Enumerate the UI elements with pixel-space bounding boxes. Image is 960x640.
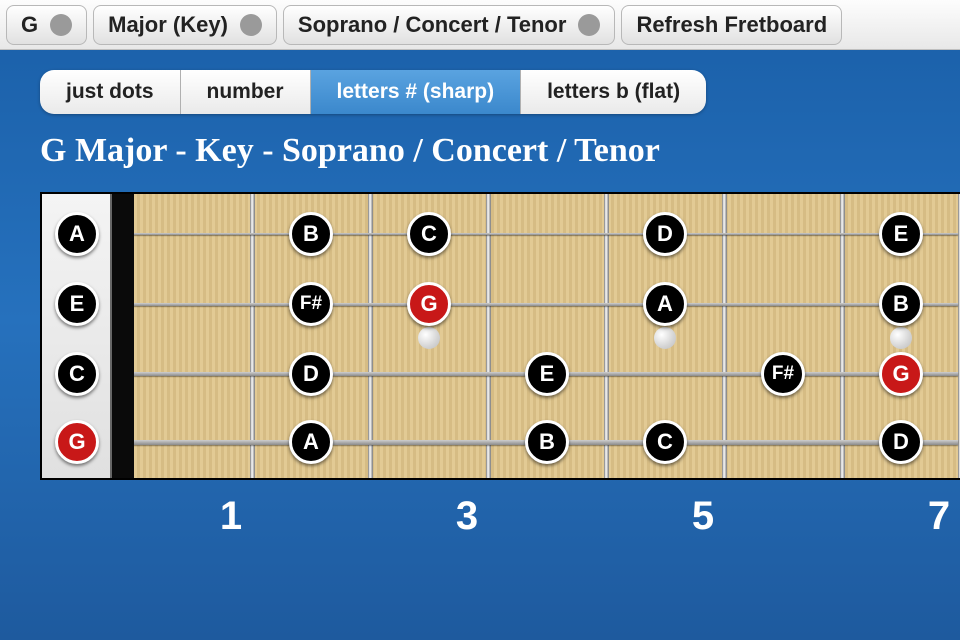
dropdown-indicator-icon (578, 14, 600, 36)
fretboard-note[interactable]: A (289, 420, 333, 464)
string (42, 233, 958, 235)
seg-flat[interactable]: letters b (flat) (521, 70, 706, 114)
open-string-note[interactable]: C (55, 352, 99, 396)
fret-number (762, 480, 880, 539)
fretboard-note[interactable]: D (289, 352, 333, 396)
fret-number: 5 (644, 480, 762, 539)
root-note-label: G (21, 12, 38, 38)
fret-line (368, 194, 373, 478)
fret-number: 3 (408, 480, 526, 539)
fretboard-note[interactable]: B (879, 282, 923, 326)
display-mode-segmented: just dots number letters # (sharp) lette… (40, 70, 706, 114)
fretboard-note[interactable]: E (879, 212, 923, 256)
seg-dots[interactable]: just dots (40, 70, 181, 114)
fretboard-note[interactable]: F# (761, 352, 805, 396)
seg-sharp[interactable]: letters # (sharp) (311, 70, 522, 114)
top-toolbar: G Major (Key) Soprano / Concert / Tenor … (0, 0, 960, 50)
page-title: G Major - Key - Soprano / Concert / Teno… (0, 114, 960, 170)
tuning-label: Soprano / Concert / Tenor (298, 12, 567, 38)
string (42, 440, 958, 445)
fret-number: 7 (880, 480, 960, 539)
string (42, 372, 958, 376)
nut (112, 194, 134, 478)
dropdown-indicator-icon (240, 14, 262, 36)
fret-inlay (890, 327, 912, 349)
root-note-selector[interactable]: G (6, 5, 87, 45)
fret-number (290, 480, 408, 539)
scale-selector[interactable]: Major (Key) (93, 5, 277, 45)
fretboard-note[interactable]: G (879, 352, 923, 396)
refresh-label: Refresh Fretboard (636, 12, 827, 38)
scale-label: Major (Key) (108, 12, 228, 38)
fretboard: AECGBCDEF#GABCDEF#GABCD (40, 192, 960, 480)
fretboard-note[interactable]: C (407, 212, 451, 256)
fretboard-note[interactable]: A (643, 282, 687, 326)
fretboard-note[interactable]: B (289, 212, 333, 256)
open-string-note[interactable]: A (55, 212, 99, 256)
fretboard-note[interactable]: G (407, 282, 451, 326)
fretboard-note[interactable]: D (879, 420, 923, 464)
fretboard-note[interactable]: B (525, 420, 569, 464)
fret-line (486, 194, 491, 478)
fret-number-row: 1 3 5 7 (40, 480, 960, 539)
fret-line (722, 194, 727, 478)
fret-line (604, 194, 609, 478)
fret-inlay (654, 327, 676, 349)
fretboard-note[interactable]: D (643, 212, 687, 256)
seg-number[interactable]: number (181, 70, 311, 114)
open-string-note[interactable]: G (55, 420, 99, 464)
display-mode-row: just dots number letters # (sharp) lette… (0, 50, 960, 114)
fretboard-container: AECGBCDEF#GABCDEF#GABCD 1357 (0, 170, 960, 539)
tuning-selector[interactable]: Soprano / Concert / Tenor (283, 5, 616, 45)
fret-inlay (418, 327, 440, 349)
fretboard-note[interactable]: C (643, 420, 687, 464)
refresh-button[interactable]: Refresh Fretboard (621, 5, 842, 45)
dropdown-indicator-icon (50, 14, 72, 36)
fret-line (840, 194, 845, 478)
fret-number (526, 480, 644, 539)
string (42, 303, 958, 306)
fret-number: 1 (172, 480, 290, 539)
fret-line (250, 194, 255, 478)
fretboard-note[interactable]: F# (289, 282, 333, 326)
fretboard-note[interactable]: E (525, 352, 569, 396)
open-string-note[interactable]: E (55, 282, 99, 326)
